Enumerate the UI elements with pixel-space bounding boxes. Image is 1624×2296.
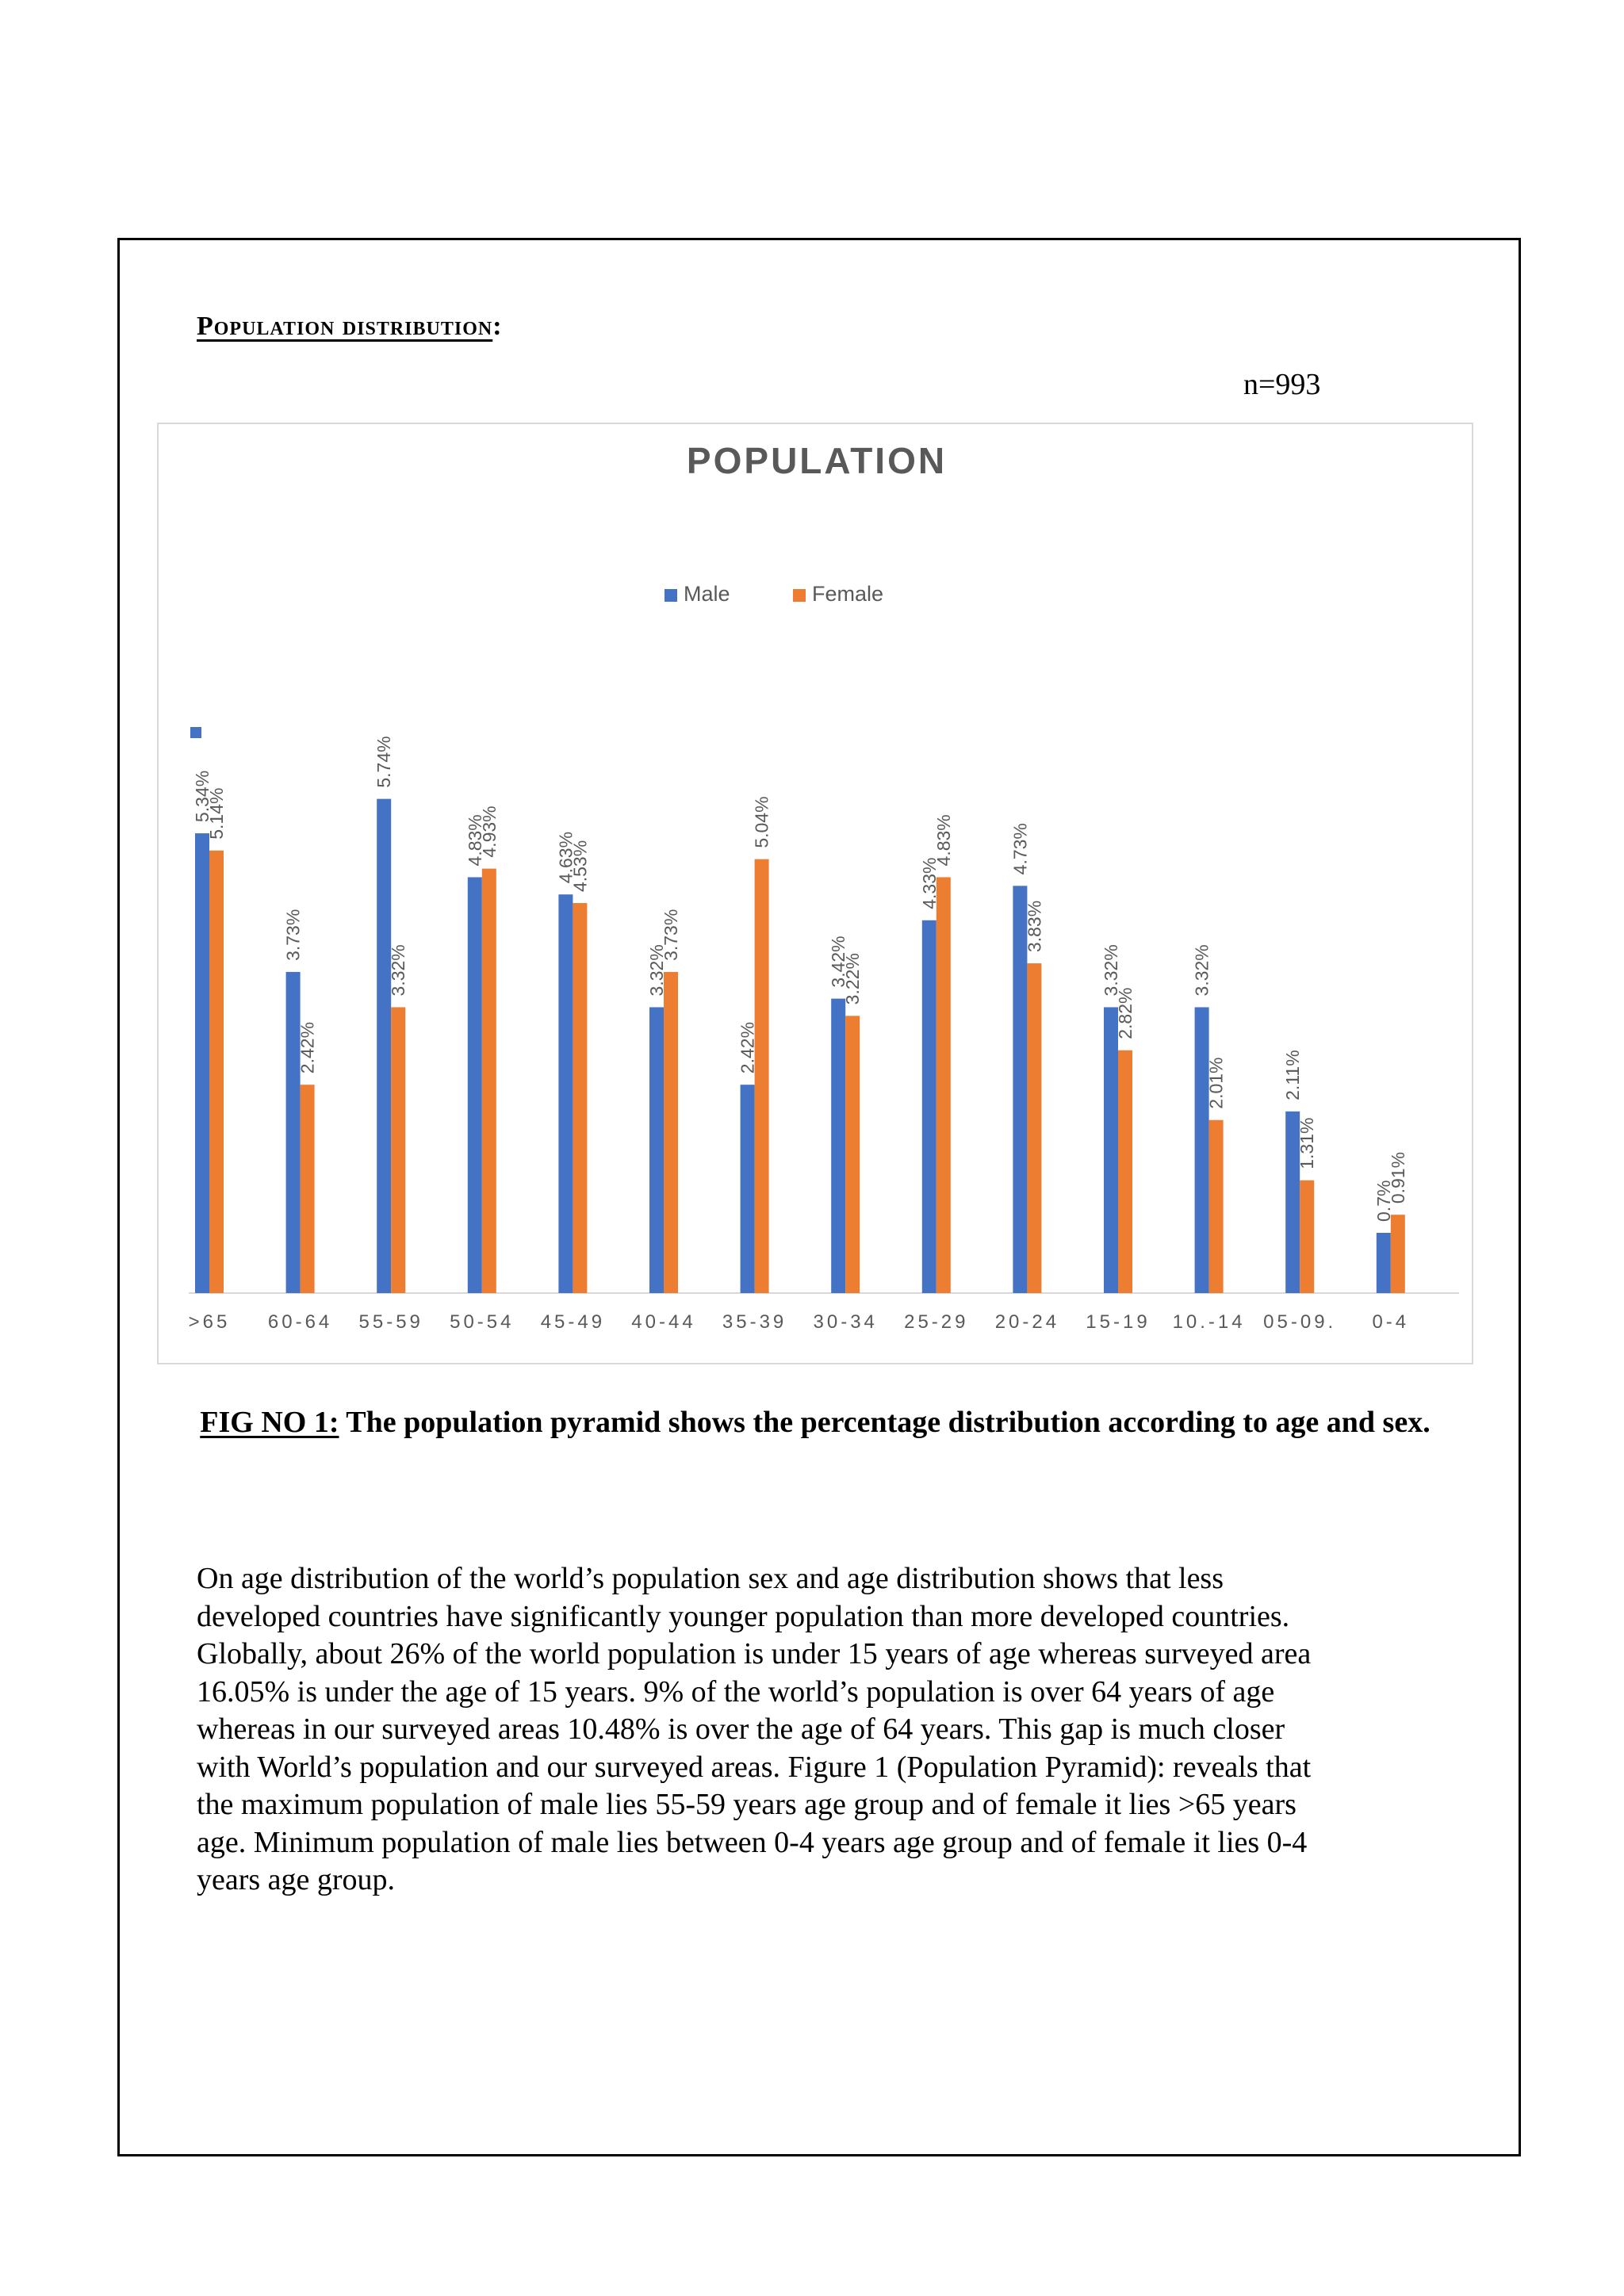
figure-caption-text: The population pyramid shows the percent… (339, 1406, 1431, 1439)
data-label-female: 4.53% (569, 840, 590, 892)
sample-size: n=993 (1243, 368, 1321, 401)
bar-male (921, 920, 936, 1293)
x-tick-label: 05-09. (1263, 1311, 1336, 1333)
paragraph-line: 16.05% is under the age of 15 years. 9% … (197, 1674, 1275, 1709)
paragraph: On age distribution of the world’s popul… (197, 1560, 1450, 1900)
bar-female (391, 1007, 406, 1293)
legend-label-female: Female (812, 582, 883, 606)
chart-frame: POPULATION Male Female >65 5.34% 5.14% 60-64 3.… (157, 423, 1473, 1364)
data-label-male: 3.32% (1101, 944, 1121, 996)
bar-male (467, 877, 482, 1293)
x-tick-label: 35-39 (722, 1311, 787, 1333)
x-tick-label: 25-29 (904, 1311, 968, 1333)
population-bar-chart: POPULATION Male Female >65 5.34%5.14% 60-64 3.… (189, 440, 1459, 1333)
bar-female (481, 868, 496, 1293)
section-heading-colon: : (492, 312, 503, 341)
bar-male (285, 971, 301, 1293)
bar-female (1390, 1215, 1405, 1293)
bar-female (754, 859, 769, 1293)
bar-male (831, 998, 846, 1293)
data-label-male: 0.7% (1373, 1181, 1394, 1222)
paragraph-line: years age group. (197, 1863, 396, 1896)
data-label-male: 4.63% (555, 832, 576, 883)
page-border (117, 238, 1521, 2156)
bar-male (1285, 1111, 1300, 1293)
x-tick-label: 10.-14 (1173, 1311, 1246, 1333)
data-label-female: 2.42% (297, 1022, 318, 1073)
data-label-male: 3.32% (1192, 944, 1212, 996)
legend-swatch-female (793, 589, 806, 602)
bar-male (195, 833, 209, 1293)
data-label-male: 3.32% (646, 944, 667, 996)
section-heading-text: Population distribution (197, 312, 493, 341)
data-label-male: 3.42% (828, 936, 848, 987)
data-label-female: 4.93% (479, 806, 500, 857)
bar-female (1118, 1050, 1132, 1293)
body-paragraph: On age distribution of the world’s popul… (197, 1560, 1450, 1900)
bar-male (740, 1085, 755, 1293)
paragraph-line: age. Minimum population of male lies bet… (197, 1825, 1308, 1859)
bar-female (209, 850, 224, 1293)
bar-male (1376, 1232, 1391, 1293)
data-label-male: 5.74% (373, 736, 394, 787)
legend-label-male: Male (684, 582, 730, 606)
chart-title: POPULATION (687, 440, 947, 481)
x-tick-label: >65 (189, 1311, 231, 1333)
data-label-female: 4.83% (933, 814, 954, 866)
data-label-female: 2.82% (1115, 988, 1136, 1039)
figure-caption-label: FIG NO 1: (200, 1406, 339, 1439)
x-tick-label: 30-34 (814, 1311, 878, 1333)
bar-male (1013, 886, 1028, 1293)
data-label-female: 5.14% (206, 788, 227, 840)
bar-male (558, 894, 573, 1293)
paragraph-line: the maximum population of male lies 55-5… (197, 1788, 1297, 1821)
x-tick-label: 60-64 (268, 1311, 332, 1333)
paragraph-line: whereas in our surveyed areas 10.48% is … (197, 1712, 1285, 1746)
paragraph-line: developed countries have significantly y… (197, 1599, 1290, 1633)
data-label-male: 2.11% (1282, 1050, 1303, 1100)
legend-marker (190, 727, 201, 738)
data-label-female: 1.31% (1297, 1118, 1317, 1169)
data-label-female: 0.91% (1388, 1152, 1408, 1203)
figure-caption: FIG NO 1: The population pyramid shows t… (197, 1403, 1434, 1441)
bar-female (573, 903, 588, 1293)
bar-female (300, 1085, 315, 1293)
data-label-female: 3.83% (1024, 901, 1044, 952)
data-label-female: 3.22% (842, 953, 863, 1004)
x-tick-label: 50-54 (450, 1311, 514, 1333)
x-tick-label: 0-4 (1372, 1311, 1409, 1333)
bar-male (1194, 1007, 1209, 1293)
bar-male (377, 798, 392, 1293)
bar-female (1208, 1119, 1224, 1293)
bar-female (1027, 963, 1042, 1293)
data-label-male: 2.42% (737, 1022, 758, 1073)
data-label-male: 3.73% (283, 909, 304, 961)
bar-female (1300, 1180, 1315, 1293)
x-tick-label: 45-49 (541, 1311, 605, 1333)
section-heading: Population distribution: (197, 312, 503, 342)
paragraph-line: with World’s population and our surveyed… (197, 1750, 1312, 1784)
x-tick-label: 40-44 (631, 1311, 695, 1333)
data-label-male: 4.83% (465, 814, 485, 866)
data-label-male: 4.33% (919, 858, 940, 909)
bar-male (1104, 1007, 1118, 1293)
bar-female (845, 1016, 860, 1293)
x-tick-label: 15-19 (1086, 1311, 1150, 1333)
bar-male (649, 1007, 664, 1293)
paragraph-line: On age distribution of the world’s popul… (197, 1562, 1224, 1595)
x-tick-label: 55-59 (359, 1311, 423, 1333)
data-label-male: 5.34% (192, 771, 213, 822)
paragraph-line: Globally, about 26% of the world populat… (197, 1637, 1312, 1670)
bar-female (936, 877, 951, 1293)
data-label-female: 3.32% (388, 944, 408, 996)
x-tick-label: 20-24 (995, 1311, 1059, 1333)
data-label-female: 5.04% (752, 796, 772, 848)
data-label-female: 3.73% (661, 909, 681, 961)
bar-female (664, 971, 678, 1293)
data-label-male: 4.73% (1009, 823, 1030, 874)
data-label-female: 2.01% (1206, 1057, 1227, 1108)
legend-swatch-male (665, 589, 677, 602)
